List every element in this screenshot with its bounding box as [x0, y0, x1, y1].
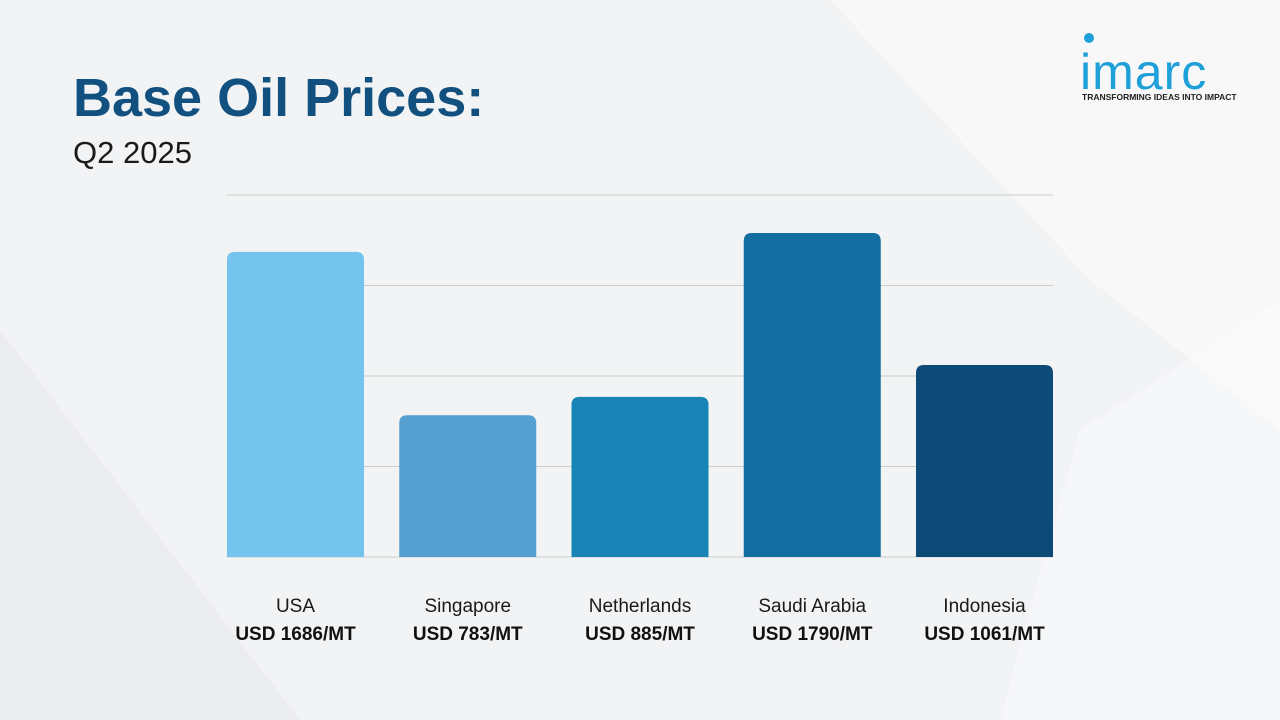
category-label: Indonesia	[943, 596, 1026, 617]
page-subtitle: Q2 2025	[73, 135, 192, 170]
value-label: USD 783/MT	[413, 624, 523, 645]
bar-indonesia	[916, 364, 1053, 557]
category-label: Netherlands	[589, 596, 691, 617]
bar-netherlands	[571, 396, 709, 557]
logo-tagline: TRANSFORMING IDEAS INTO IMPACT	[1082, 92, 1237, 102]
bar-singapore	[399, 415, 537, 557]
value-label: USD 885/MT	[585, 624, 695, 645]
category-label: Saudi Arabia	[758, 596, 866, 617]
category-label: Singapore	[424, 596, 511, 617]
bar-saudi-arabia	[743, 233, 881, 557]
value-label: USD 1061/MT	[924, 624, 1045, 645]
value-label: USD 1790/MT	[752, 624, 873, 645]
logo-wordmark: imarc	[1080, 44, 1208, 100]
category-label: USA	[276, 596, 315, 617]
bar-usa	[227, 251, 364, 558]
imarc-logo: imarc TRANSFORMING IDEAS INTO IMPACT	[1080, 30, 1250, 105]
logo-dot-icon	[1084, 33, 1094, 43]
page-title: Base Oil Prices:	[73, 68, 485, 128]
value-label: USD 1686/MT	[235, 624, 356, 645]
